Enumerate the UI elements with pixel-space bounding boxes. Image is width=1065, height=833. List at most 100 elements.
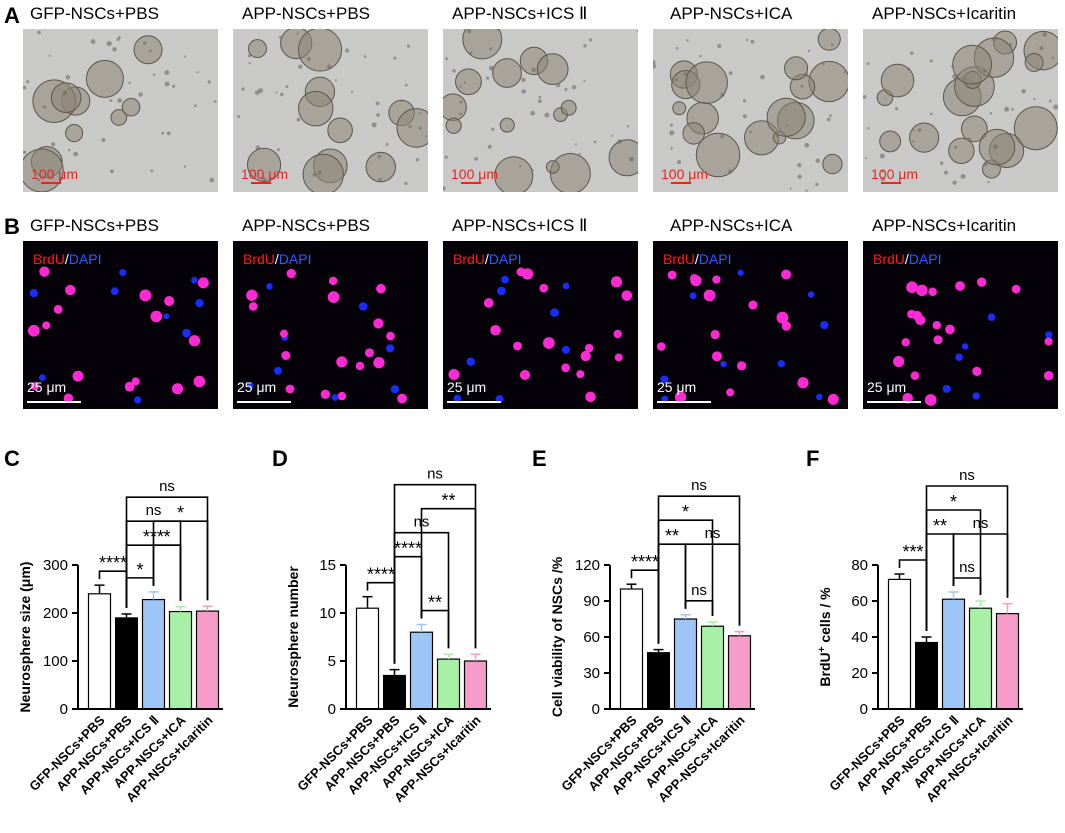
scale-bar-label: 100 μm	[871, 166, 918, 182]
debris-speck	[112, 47, 117, 52]
y-tick-label: 30	[583, 665, 600, 682]
debris-speck	[415, 158, 420, 162]
dapi-nucleus	[972, 392, 980, 400]
brdu-nucleus	[1011, 284, 1021, 294]
brdu-nucleus	[933, 335, 943, 345]
row-a-title-3: APP-NSCs+ICS Ⅱ	[452, 4, 588, 23]
debris-speck	[459, 100, 463, 104]
debris-speck	[62, 91, 68, 96]
dapi-nucleus	[942, 384, 951, 393]
neurosphere	[909, 122, 940, 153]
debris-speck	[276, 148, 280, 152]
brightfield-image-app-ics2: 100 μm	[443, 29, 638, 192]
debris-speck	[993, 144, 999, 150]
bar	[727, 635, 752, 710]
y-tick-label: 20	[851, 665, 868, 682]
scale-bar-label: 100 μm	[31, 166, 78, 182]
debris-speck	[26, 80, 30, 84]
debris-speck	[164, 81, 170, 87]
significance-label: ns	[146, 502, 162, 519]
neurosphere	[817, 29, 841, 51]
brdu-nucleus	[164, 296, 175, 307]
dapi-nucleus	[689, 292, 697, 300]
debris-speck	[350, 90, 354, 93]
neurosphere	[85, 59, 124, 98]
brdu-nucleus	[580, 350, 591, 362]
debris-speck	[400, 99, 403, 103]
y-tick-label: 15	[319, 557, 336, 574]
dapi-nucleus	[816, 393, 823, 401]
brdu-nucleus	[712, 275, 721, 284]
dapi-nucleus	[110, 287, 119, 296]
debris-speck	[775, 134, 779, 138]
brdu-nucleus	[1043, 370, 1054, 381]
stained-nuclei	[246, 268, 408, 404]
debris-speck	[675, 46, 679, 50]
debris-speck	[469, 51, 473, 55]
brdu-nucleus	[373, 357, 385, 369]
debris-speck	[588, 38, 593, 42]
fluorescence-image-app-ica: BrdU/DAPI 25 μm	[653, 241, 848, 409]
debris-speck	[255, 145, 261, 151]
significance-label: *	[950, 492, 957, 512]
debris-speck	[42, 105, 46, 109]
debris-speck	[1051, 56, 1055, 60]
brdu-nucleus	[373, 318, 384, 329]
panel-letter-a: A	[4, 3, 20, 28]
debris-speck	[424, 135, 428, 138]
debris-speck	[611, 134, 614, 137]
debris-speck	[866, 62, 870, 66]
debris-speck	[574, 143, 577, 146]
debris-speck	[207, 80, 211, 84]
brdu-nucleus	[781, 269, 792, 280]
neurosphere	[445, 117, 462, 134]
significance-label: ns	[159, 478, 175, 495]
brdu-nucleus	[63, 393, 74, 403]
significance-label: *	[136, 560, 143, 580]
significance-label: ****	[631, 552, 659, 572]
neurosphere	[608, 139, 638, 177]
debris-speck	[530, 110, 536, 116]
debris-speck	[459, 85, 462, 88]
fluorescence-image-app-ics2: BrdU/DAPI 25 μm	[443, 241, 638, 409]
bar	[673, 618, 698, 710]
dapi-nucleus	[134, 396, 142, 404]
brdu-nucleus	[171, 383, 184, 395]
dapi-nucleus	[182, 328, 191, 338]
debris-speck	[538, 96, 542, 99]
brdu-nucleus	[827, 393, 839, 405]
dapi-nucleus	[273, 366, 282, 375]
neurosphere	[396, 108, 428, 148]
dapi-label: DAPI	[698, 251, 732, 267]
neurosphere	[443, 93, 467, 122]
dapi-nucleus	[195, 298, 204, 308]
debris-speck	[944, 170, 948, 175]
brdu-nucleus	[320, 389, 330, 399]
debris-speck	[789, 187, 792, 190]
brdu-nucleus	[1044, 337, 1053, 346]
debris-speck	[406, 44, 411, 48]
debris-speck	[194, 104, 197, 108]
y-tick-label: 100	[43, 653, 68, 670]
scale-bar-label: 25 μm	[447, 379, 487, 395]
neurosphere	[1024, 53, 1044, 72]
debris-speck	[800, 84, 804, 88]
scale-bar	[251, 182, 271, 184]
brdu-nucleus	[337, 391, 347, 401]
brdu-nucleus	[376, 283, 386, 294]
debris-speck	[912, 140, 915, 143]
debris-speck	[164, 69, 170, 76]
brdu-nucleus	[516, 267, 526, 277]
dapi-nucleus	[660, 375, 669, 384]
y-axis-label: Neurosphere number	[285, 566, 301, 708]
brdu-nucleus	[955, 281, 965, 291]
debris-speck	[583, 44, 587, 48]
y-tick-label: 90	[583, 593, 600, 610]
brdu-nucleus	[711, 351, 723, 362]
debris-speck	[474, 156, 479, 161]
significance-label: *	[682, 502, 689, 522]
debris-speck	[815, 158, 821, 164]
debris-speck	[674, 77, 679, 82]
debris-speck	[807, 49, 811, 53]
